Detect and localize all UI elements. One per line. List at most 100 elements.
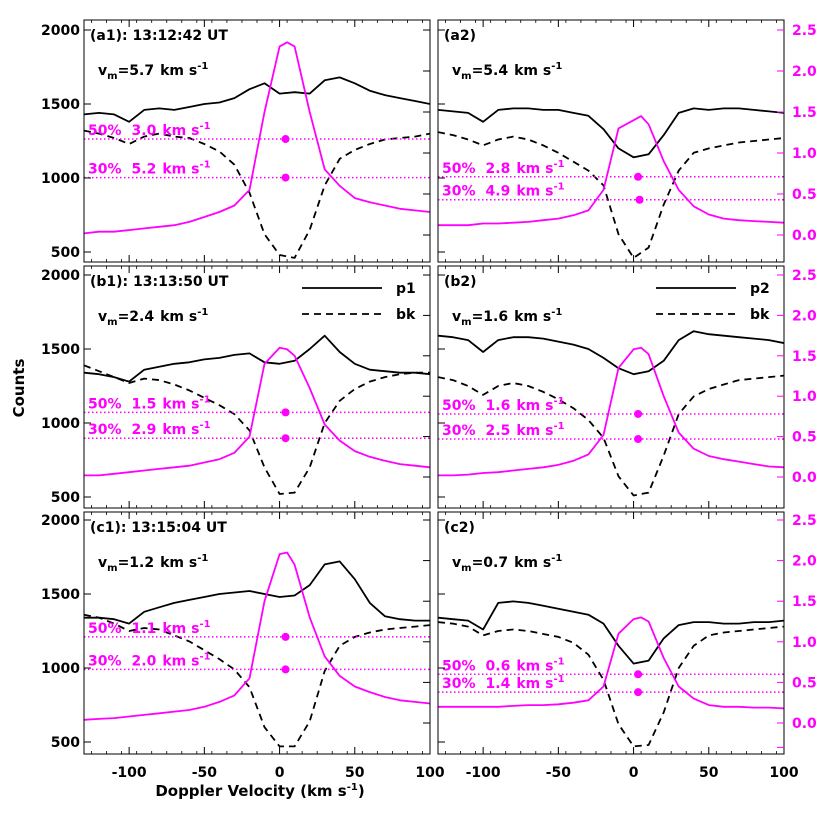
- ratio-tick-label-a2-2: 1.0: [792, 146, 817, 162]
- y-tick-label-c1-3: 2000: [41, 513, 80, 529]
- ratio-tick-label-a2-1: 0.5: [792, 187, 817, 203]
- legend-label-b1-0: p1: [396, 281, 416, 297]
- panel-a2: 50% 2.8 km s-1 30% 4.9 km s-1 0.0 0.5 1.0 1.5 2.0 2…: [437, 19, 817, 263]
- ratio-tick-label-b2-2: 1.0: [792, 389, 817, 405]
- ratio-tick-label-b2-0: 0.0: [792, 470, 817, 486]
- ratio-tick-label-a2-3: 1.5: [792, 105, 817, 121]
- series-line-a2-1: [438, 131, 784, 259]
- x-tick-label-c2-2: 0: [629, 765, 639, 781]
- ratio-tick-label-a2-0: 0.0: [792, 228, 817, 244]
- vm-label-b1: vm=2.4 km s-1: [98, 307, 208, 328]
- vm-label-a1: vm=5.7 km s-1: [98, 61, 208, 82]
- vm-label-c1: vm=1.2 km s-1: [98, 553, 208, 574]
- series-line-b2-2: [438, 346, 784, 477]
- y-tick-label-c1-2: 1500: [41, 587, 80, 603]
- x-tick-label-c2-0: -100: [466, 765, 501, 781]
- legend-label-b2-0: p2: [750, 281, 770, 297]
- level-label-b1-0: 50% 1.5 km s-1: [88, 394, 211, 412]
- legend-label-b1-1: bk: [396, 307, 416, 323]
- level-center-dot-a1-0: [281, 135, 290, 144]
- x-axis-label: Doppler Velocity (km s-1): [155, 782, 364, 800]
- y-tick-label-b1-0: 500: [51, 490, 80, 506]
- ratio-tick-label-a2-4: 2.0: [792, 64, 817, 80]
- ratio-tick-label-c2-1: 0.5: [792, 675, 817, 691]
- level-center-dot-b1-0: [281, 408, 290, 417]
- ratio-tick-label-c2-3: 1.5: [792, 594, 817, 610]
- panel-label-b1: (b1): 13:13:50 UT: [90, 274, 229, 290]
- vm-label-a2: vm=5.4 km s-1: [452, 61, 562, 82]
- level-label-b2-0: 50% 1.6 km s-1: [442, 396, 565, 414]
- ratio-tick-label-c2-2: 1.0: [792, 635, 817, 651]
- series-line-c2-2: [438, 616, 784, 710]
- level-center-dot-a2-1: [635, 195, 644, 204]
- level-label-a1-1: 30% 5.2 km s-1: [88, 160, 211, 178]
- series-line-c1-1: [84, 613, 430, 748]
- series-line-a1-1: [84, 129, 430, 259]
- level-center-dot-c2-1: [634, 688, 643, 697]
- y-tick-label-a1-3: 2000: [41, 23, 80, 39]
- level-center-dot-c1-0: [281, 632, 290, 641]
- level-label-b2-1: 30% 2.5 km s-1: [442, 421, 565, 439]
- plot-area-a2: [438, 107, 784, 259]
- y-tick-label-b1-2: 1500: [41, 342, 80, 358]
- series-line-b2-0: [438, 330, 784, 376]
- series-line-b1-2: [84, 346, 430, 477]
- panel-frame-c2: [437, 511, 785, 755]
- level-center-dot-c1-1: [281, 665, 290, 674]
- y-tick-label-c1-0: 500: [51, 735, 80, 751]
- level-label-c2-1: 30% 1.4 km s-1: [442, 674, 565, 692]
- vm-label-b2: vm=1.6 km s-1: [452, 307, 562, 328]
- ratio-tick-label-c2-5: 2.5: [792, 513, 817, 529]
- panel-c2: 50% 0.6 km s-130% 1.4 km s-1 -100 -50 0 50 100 0.0…: [437, 511, 817, 781]
- level-label-c2-0: 50% 0.6 km s-1: [442, 656, 565, 674]
- y-tick-label-a1-0: 500: [51, 245, 80, 261]
- x-tick-label-c1-4: 100: [415, 765, 444, 781]
- ratio-tick-label-b2-1: 0.5: [792, 430, 817, 446]
- panel-b1: 50% 1.5 km s-1 30% 2.9 km s-1 500 1000 1500 2000 (…: [41, 265, 431, 509]
- x-tick-label-c1-0: -100: [112, 765, 147, 781]
- x-tick-label-c1-2: 0: [275, 765, 285, 781]
- level-center-dot-a1-1: [281, 173, 290, 182]
- ratio-tick-label-b2-4: 2.0: [792, 308, 817, 324]
- level-label-b1-1: 30% 2.9 km s-1: [88, 420, 211, 438]
- series-line-a2-2: [438, 115, 784, 227]
- level-center-dot-b1-1: [281, 434, 290, 443]
- ratio-tick-label-b2-5: 2.5: [792, 268, 817, 284]
- y-axis-label: Counts: [10, 359, 28, 418]
- ratio-tick-label-a2-5: 2.5: [792, 23, 817, 39]
- series-line-a1-2: [84, 41, 430, 235]
- plot-area-b2: [438, 330, 784, 497]
- series-line-c2-0: [438, 600, 784, 665]
- series-line-b2-1: [438, 374, 784, 497]
- level-center-dot-b2-0: [634, 409, 643, 418]
- panel-label-a2: (a2): [444, 28, 476, 44]
- series-line-a1-0: [84, 76, 430, 123]
- x-tick-label-c2-3: 50: [699, 765, 719, 781]
- series-line-a2-0: [438, 107, 784, 159]
- x-tick-label-c1-1: -50: [192, 765, 218, 781]
- ratio-tick-label-c2-0: 0.0: [792, 716, 817, 732]
- y-tick-label-c1-1: 1000: [41, 661, 80, 677]
- level-label-c1-0: 50% 1.1 km s-1: [88, 619, 211, 637]
- ratio-tick-label-b2-3: 1.5: [792, 349, 817, 365]
- panel-label-a1: (a1): 13:12:42 UT: [90, 28, 228, 44]
- level-label-a2-0: 50% 2.8 km s-1: [442, 159, 565, 177]
- series-line-b1-0: [84, 334, 430, 383]
- series-line-c1-2: [84, 551, 430, 721]
- series-line-c1-0: [84, 560, 430, 625]
- x-tick-label-c1-3: 50: [345, 765, 365, 781]
- panel-frame-a2: [437, 19, 785, 263]
- plot-area-a1: [84, 41, 430, 259]
- panel-b2: 50% 1.6 km s-1 30% 2.5 km s-1 0.0 0.5 1.0 1.5 2.0 2…: [437, 265, 817, 509]
- panel-frame-b2: [437, 265, 785, 509]
- x-tick-label-c2-1: -50: [546, 765, 572, 781]
- panel-label-b2: (b2): [444, 274, 477, 290]
- y-tick-label-b1-3: 2000: [41, 268, 80, 284]
- x-tick-label-c2-4: 100: [769, 765, 798, 781]
- level-label-c1-1: 30% 2.0 km s-1: [88, 651, 211, 669]
- panel-label-c1: (c1): 13:15:04 UT: [90, 520, 227, 536]
- level-label-a1-0: 50% 3.0 km s-1: [88, 121, 211, 139]
- y-tick-label-a1-2: 1500: [41, 97, 80, 113]
- y-tick-label-a1-1: 1000: [41, 171, 80, 187]
